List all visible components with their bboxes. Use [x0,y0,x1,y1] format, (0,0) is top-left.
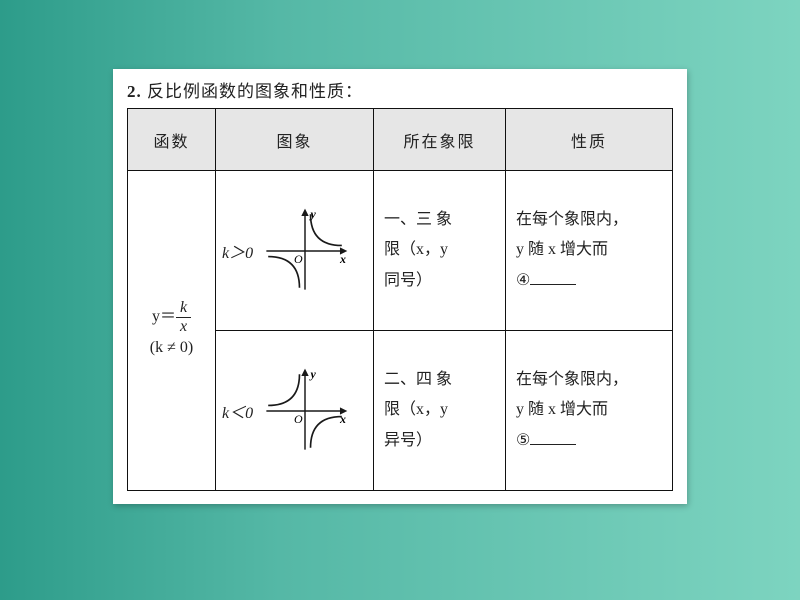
fill-blank [530,444,576,445]
table-row: y＝kx (k ≠ 0) k＞0 [128,171,673,331]
axis-x-label: x [339,251,346,265]
properties-table: 函数 图象 所在象限 性质 y＝kx (k ≠ 0) k＞0 [127,108,673,491]
axes [266,208,347,289]
frac-num: k [176,300,191,318]
eq-cond: (k ≠ 0) [150,339,193,356]
axis-y-label: y [309,206,317,220]
cell-graph: k＜0 y x O [216,331,374,491]
prop-line: 在每个象限内， [516,211,628,228]
th-function: 函数 [128,109,216,171]
cell-graph: k＞0 y x O [216,171,374,331]
cell-property: 在每个象限内， y 随 x 增大而 ④ [506,171,673,331]
cell-property: 在每个象限内， y 随 x 增大而 ⑤ [506,331,673,491]
origin-label: O [294,411,303,425]
curve-branch-2 [311,416,342,447]
fraction: kx [176,300,191,335]
title-number: 2. [127,82,142,101]
prop-line: 在每个象限内， [516,371,628,388]
eq-lhs: y＝ [152,308,176,325]
section-title: 2. 反比例函数的图象和性质： [127,77,673,102]
th-property: 性质 [506,109,673,171]
th-graph: 图象 [216,109,374,171]
page-background: 2. 反比例函数的图象和性质： 函数 图象 所在象限 性质 y＝kx (k ≠ … [0,0,800,600]
title-text: 反比例函数的图象和性质： [147,82,363,101]
cell-quadrant: 二、四 象 限（x，y 异号） [374,331,506,491]
curve-branch-1 [268,374,299,405]
prop-line: y 随 x 增大而 [516,241,608,258]
quad-line: 异号） [384,432,432,449]
quad-line: 一、三 象 [384,211,452,228]
content-card: 2. 反比例函数的图象和性质： 函数 图象 所在象限 性质 y＝kx (k ≠ … [113,69,687,504]
axis-x-label: x [339,411,346,425]
fill-blank [530,284,576,285]
axis-y-label: y [309,366,317,380]
blank-mark: ④ [516,272,530,289]
blank-mark: ⑤ [516,432,530,449]
quad-line: 二、四 象 [384,371,452,388]
k-label: k＜0 [222,399,253,423]
k-label: k＞0 [222,239,253,263]
axes [266,368,347,449]
quad-line: 限（x，y [384,241,448,258]
cell-quadrant: 一、三 象 限（x，y 同号） [374,171,506,331]
origin-label: O [294,251,303,265]
graph-kpos: y x O [259,205,351,297]
quad-line: 限（x，y [384,401,448,418]
prop-line: y 随 x 增大而 [516,401,608,418]
quad-line: 同号） [384,272,432,289]
graph-kneg: y x O [259,365,351,457]
cell-function: y＝kx (k ≠ 0) [128,171,216,491]
frac-den: x [176,318,191,335]
table-header-row: 函数 图象 所在象限 性质 [128,109,673,171]
th-quadrant: 所在象限 [374,109,506,171]
